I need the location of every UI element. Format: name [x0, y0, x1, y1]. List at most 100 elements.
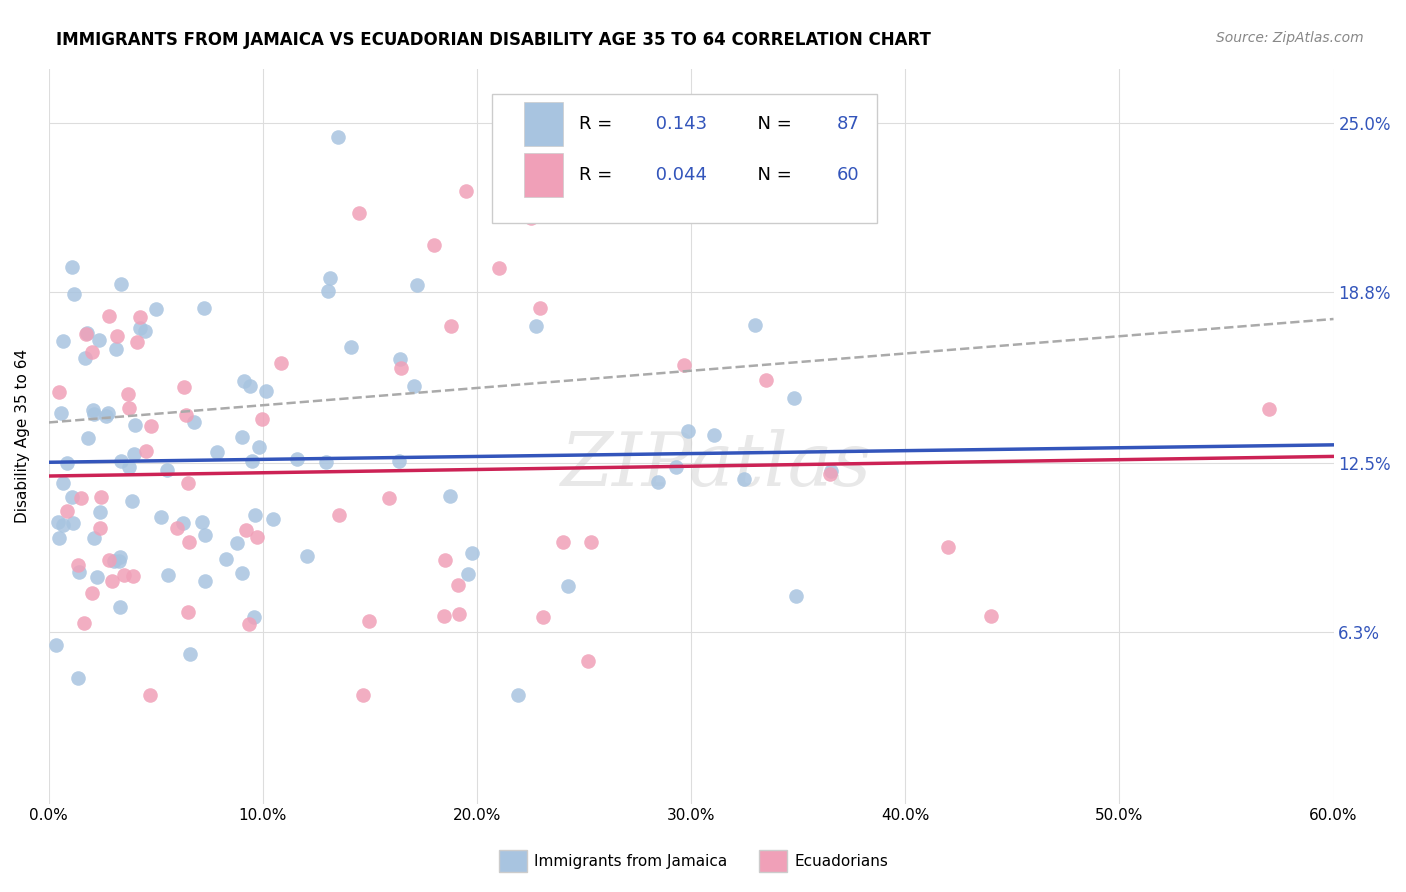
Point: [122, 447, 145, 461]
Point: [254, 384, 277, 399]
Point: [246, 531, 269, 545]
Point: [80, 345, 103, 359]
Point: [326, 129, 349, 144]
Point: [226, 536, 249, 550]
Point: [785, 590, 807, 604]
Point: [665, 460, 688, 475]
Point: [347, 206, 370, 220]
Point: [105, 329, 128, 343]
Point: [87, 333, 110, 347]
Point: [240, 454, 263, 468]
Point: [205, 445, 228, 459]
Point: [231, 430, 253, 444]
Point: [89, 521, 111, 535]
Point: [108, 550, 131, 565]
Point: [405, 278, 427, 293]
Point: [447, 578, 470, 592]
Point: [191, 516, 214, 530]
Point: [676, 425, 699, 439]
Point: [172, 516, 194, 530]
Point: [315, 455, 337, 469]
Point: [352, 688, 374, 702]
Point: [45, 638, 67, 652]
Point: [128, 310, 150, 325]
Point: [75, 351, 97, 366]
Point: [295, 549, 318, 563]
Point: [193, 301, 215, 315]
Point: [105, 342, 128, 356]
Point: [239, 379, 262, 393]
Point: [67, 565, 90, 579]
Point: [177, 475, 200, 490]
Point: [118, 460, 141, 475]
Point: [51, 406, 73, 420]
Point: [506, 688, 529, 702]
Point: [744, 318, 766, 332]
Text: Ecuadorians: Ecuadorians: [794, 855, 889, 869]
Point: [90, 491, 112, 505]
Text: Immigrants from Jamaica: Immigrants from Jamaica: [534, 855, 727, 869]
Point: [1258, 401, 1281, 416]
Y-axis label: Disability Age 35 to 64: Disability Age 35 to 64: [15, 349, 30, 523]
Point: [456, 184, 478, 198]
Point: [980, 608, 1002, 623]
Point: [56, 504, 79, 518]
Point: [243, 508, 266, 523]
Text: R =: R =: [579, 115, 619, 133]
Point: [389, 352, 412, 367]
Point: [553, 534, 575, 549]
Point: [112, 568, 135, 582]
Point: [97, 405, 120, 419]
Point: [173, 380, 195, 394]
Point: [270, 356, 292, 370]
Point: [134, 324, 156, 338]
Point: [388, 454, 411, 468]
FancyBboxPatch shape: [524, 153, 562, 197]
Point: [936, 540, 959, 554]
Point: [55, 456, 77, 470]
Text: 0.044: 0.044: [650, 166, 707, 184]
Text: R =: R =: [579, 166, 619, 184]
Point: [117, 387, 139, 401]
Point: [139, 688, 162, 702]
Point: [488, 261, 510, 276]
Point: [108, 599, 131, 614]
Point: [157, 568, 180, 582]
Point: [235, 523, 257, 537]
Point: [285, 452, 308, 467]
Point: [357, 614, 380, 628]
Point: [127, 334, 149, 349]
Point: [339, 340, 361, 354]
Point: [60, 260, 83, 275]
Point: [378, 491, 401, 505]
Point: [672, 358, 695, 372]
Point: [461, 546, 484, 560]
Point: [48, 531, 70, 545]
Point: [118, 401, 141, 415]
Point: [52, 517, 75, 532]
Point: [783, 392, 806, 406]
Point: [73, 615, 96, 630]
Point: [531, 609, 554, 624]
Point: [70, 491, 93, 506]
Text: N =: N =: [747, 166, 797, 184]
Point: [149, 510, 172, 524]
Point: [319, 271, 342, 285]
Point: [67, 671, 90, 685]
Point: [179, 535, 201, 549]
Point: [80, 586, 103, 600]
Text: Source: ZipAtlas.com: Source: ZipAtlas.com: [1216, 31, 1364, 45]
Point: [52, 334, 75, 349]
Point: [238, 617, 260, 632]
Point: [76, 431, 98, 445]
Text: 0.143: 0.143: [650, 115, 707, 133]
Point: [524, 319, 547, 334]
Point: [82, 402, 104, 417]
Point: [579, 535, 602, 549]
Point: [647, 475, 669, 490]
Point: [247, 440, 270, 454]
Point: [89, 505, 111, 519]
Point: [194, 527, 217, 541]
Point: [183, 415, 205, 429]
Point: [755, 373, 778, 387]
